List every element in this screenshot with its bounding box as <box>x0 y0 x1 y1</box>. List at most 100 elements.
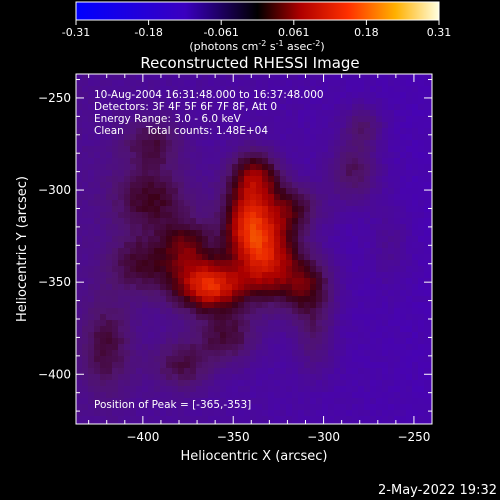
heatmap-cell <box>166 254 173 261</box>
heatmap-cell <box>400 224 407 231</box>
heatmap-cell <box>178 212 185 219</box>
heatmap-cell <box>172 86 179 93</box>
heatmap-cell <box>100 128 107 135</box>
heatmap-cell <box>250 86 257 93</box>
heatmap-cell <box>412 404 419 411</box>
heatmap-cell <box>100 266 107 273</box>
heatmap-cell <box>160 98 167 105</box>
heatmap-cell <box>262 128 269 135</box>
heatmap-cell <box>352 350 359 357</box>
heatmap-cell <box>322 146 329 153</box>
heatmap-cell <box>220 152 227 159</box>
heatmap-cell <box>100 134 107 141</box>
heatmap-cell <box>94 242 101 249</box>
heatmap-cell <box>286 260 293 267</box>
heatmap-cell <box>226 278 233 285</box>
heatmap-cell <box>214 140 221 147</box>
heatmap-cell <box>106 182 113 189</box>
heatmap-cell <box>298 326 305 333</box>
heatmap-cell <box>388 80 395 87</box>
heatmap-cell <box>400 188 407 195</box>
heatmap-cell <box>118 266 125 273</box>
heatmap-cell <box>208 326 215 333</box>
heatmap-cell <box>394 314 401 321</box>
heatmap-cell <box>340 332 347 339</box>
heatmap-cell <box>88 410 95 417</box>
heatmap-cell <box>334 416 341 423</box>
heatmap-cell <box>334 356 341 363</box>
heatmap-cell <box>250 422 257 424</box>
heatmap-cell <box>238 326 245 333</box>
heatmap-cell <box>112 176 119 183</box>
heatmap-cell <box>394 398 401 405</box>
heatmap-cell <box>286 326 293 333</box>
heatmap-cell <box>238 302 245 309</box>
heatmap-cell <box>334 398 341 405</box>
heatmap-cell <box>400 308 407 315</box>
heatmap-cell <box>334 188 341 195</box>
heatmap-cell <box>166 242 173 249</box>
heatmap-cell <box>106 86 113 93</box>
heatmap-cell <box>88 404 95 411</box>
heatmap-cell <box>88 380 95 387</box>
heatmap-cell <box>322 314 329 321</box>
heatmap-cell <box>190 122 197 129</box>
heatmap-cell <box>94 188 101 195</box>
heatmap-cell <box>316 362 323 369</box>
heatmap-cell <box>286 362 293 369</box>
heatmap-cell <box>394 170 401 177</box>
heatmap-cell <box>370 296 377 303</box>
heatmap-cell <box>118 278 125 285</box>
heatmap-cell <box>82 296 89 303</box>
heatmap-cell <box>208 86 215 93</box>
heatmap-cell <box>208 212 215 219</box>
heatmap-cell <box>274 398 281 405</box>
heatmap-cell <box>220 218 227 225</box>
heatmap-cell <box>76 398 83 405</box>
heatmap-cell <box>142 188 149 195</box>
heatmap-cell <box>232 266 239 273</box>
heatmap-cell <box>118 98 125 105</box>
heatmap-cell <box>190 248 197 255</box>
heatmap-cell <box>118 158 125 165</box>
heatmap-cell <box>280 374 287 381</box>
heatmap-cell <box>382 398 389 405</box>
heatmap-cell <box>298 116 305 123</box>
heatmap-cell <box>352 236 359 243</box>
heatmap-cell <box>268 206 275 213</box>
heatmap-cell <box>370 194 377 201</box>
heatmap-cell <box>94 176 101 183</box>
heatmap-cell <box>292 338 299 345</box>
heatmap-cell <box>394 152 401 159</box>
heatmap-cell <box>82 218 89 225</box>
heatmap-cell <box>154 218 161 225</box>
heatmap-cell <box>292 308 299 315</box>
heatmap-cell <box>424 206 431 213</box>
heatmap-cell <box>124 398 131 405</box>
heatmap-cell <box>310 236 317 243</box>
heatmap-cell <box>160 236 167 243</box>
heatmap-cell <box>196 338 203 345</box>
heatmap-cell <box>250 152 257 159</box>
heatmap-cell <box>244 344 251 351</box>
heatmap-cell <box>196 290 203 297</box>
heatmap-cell <box>172 218 179 225</box>
heatmap-cell <box>382 416 389 423</box>
heatmap-cell <box>148 350 155 357</box>
heatmap-cell <box>370 362 377 369</box>
heatmap-cell <box>130 170 137 177</box>
heatmap-cell <box>430 362 432 369</box>
heatmap-cell <box>352 314 359 321</box>
heatmap-cell <box>88 134 95 141</box>
heatmap-cell <box>280 86 287 93</box>
heatmap-cell <box>196 230 203 237</box>
heatmap-cell <box>334 248 341 255</box>
heatmap-cell <box>352 410 359 417</box>
heatmap-cell <box>424 326 431 333</box>
heatmap-cell <box>292 356 299 363</box>
heatmap-cell <box>412 80 419 87</box>
heatmap-cell <box>178 284 185 291</box>
heatmap-cell <box>238 140 245 147</box>
heatmap-cell <box>412 110 419 117</box>
heatmap-cell <box>310 194 317 201</box>
